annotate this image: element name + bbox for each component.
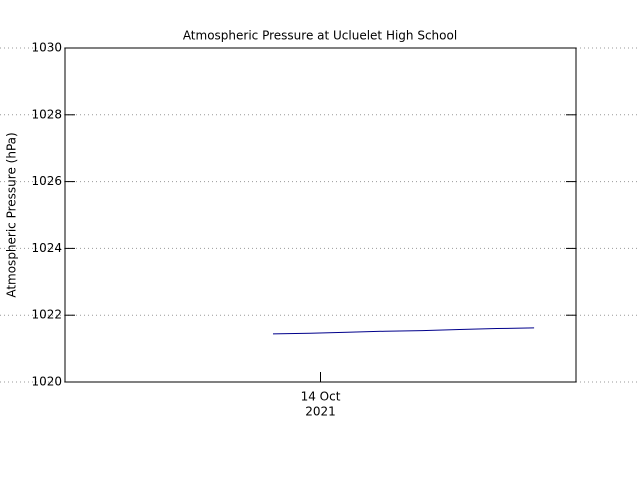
data-line xyxy=(272,327,535,335)
y-tick-label: 1026 xyxy=(31,174,62,188)
x-year-label: 2021 xyxy=(305,405,336,419)
y-tick-label: 1024 xyxy=(31,241,62,255)
plot-frame xyxy=(64,47,577,383)
chart-title: Atmospheric Pressure at Ucluelet High Sc… xyxy=(183,29,457,43)
y-tick-label: 1030 xyxy=(31,41,62,55)
y-axis-label: Atmospheric Pressure (hPa) xyxy=(5,132,19,297)
y-tick-label: 1020 xyxy=(31,375,62,389)
y-tick-label: 1028 xyxy=(31,107,62,121)
y-tick-label: 1022 xyxy=(31,308,62,322)
x-tick-label: 14 Oct xyxy=(301,390,341,404)
